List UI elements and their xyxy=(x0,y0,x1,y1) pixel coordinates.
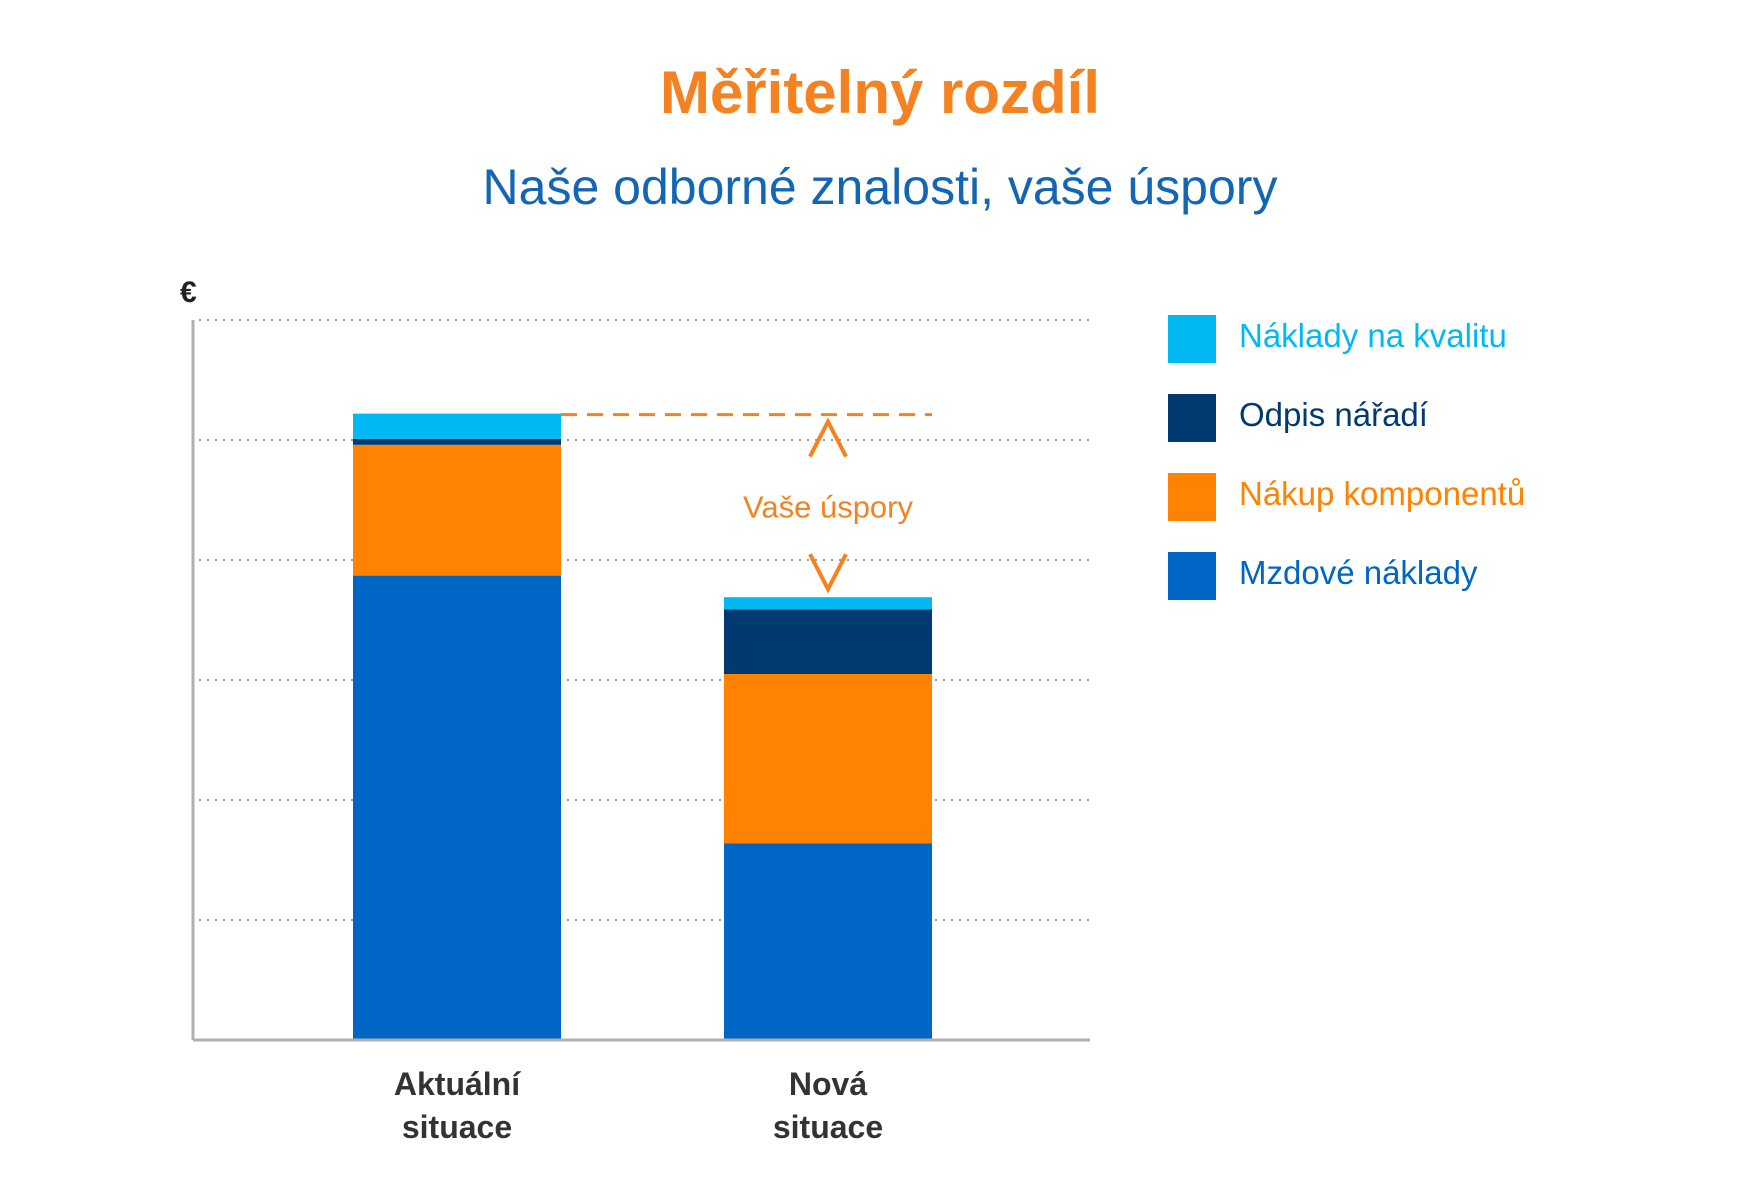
savings-label: Vaše úspory xyxy=(743,489,914,524)
bar-segment-2-3 xyxy=(724,609,932,674)
legend-swatch xyxy=(1168,315,1216,363)
legend-swatch xyxy=(1168,552,1216,600)
bar-segment-1-1 xyxy=(353,575,561,1040)
legend-label: Nákup komponentů xyxy=(1239,475,1526,512)
bar-segment-2-4 xyxy=(724,597,932,610)
y-axis-label: € xyxy=(180,276,197,309)
savings-arrow-down xyxy=(808,553,848,594)
category-labels: Aktuální situace Nová situace xyxy=(394,1066,883,1145)
bars xyxy=(353,413,932,1040)
chart-subtitle: Naše odborné znalosti, vaše úspory xyxy=(482,159,1278,215)
bar-segment-2-1 xyxy=(724,843,932,1040)
legend-swatch xyxy=(1168,473,1216,521)
chart-title: Měřitelný rozdíl xyxy=(659,59,1101,126)
gridlines xyxy=(199,319,1090,921)
savings-annotation: Vaše úspory xyxy=(561,413,932,594)
legend-label: Náklady na kvalitu xyxy=(1239,317,1507,354)
bar-segment-1-2 xyxy=(353,444,561,576)
legend-label: Mzdové náklady xyxy=(1239,554,1478,591)
bar-segment-1-4 xyxy=(353,413,561,439)
legend-swatch xyxy=(1168,394,1216,442)
category-label-1: Aktuální situace xyxy=(394,1066,521,1145)
legend-label: Odpis nářadí xyxy=(1239,396,1428,433)
savings-arrow-up xyxy=(808,417,848,458)
axes: € xyxy=(180,276,1090,1042)
bar-segment-2-2 xyxy=(724,674,932,844)
category-label-2: Nová situace xyxy=(773,1066,883,1145)
bar-segment-1-3 xyxy=(353,438,561,445)
stacked-bar-chart: € Aktuální situace Nová situace Vaše úspory xyxy=(180,276,1090,1145)
